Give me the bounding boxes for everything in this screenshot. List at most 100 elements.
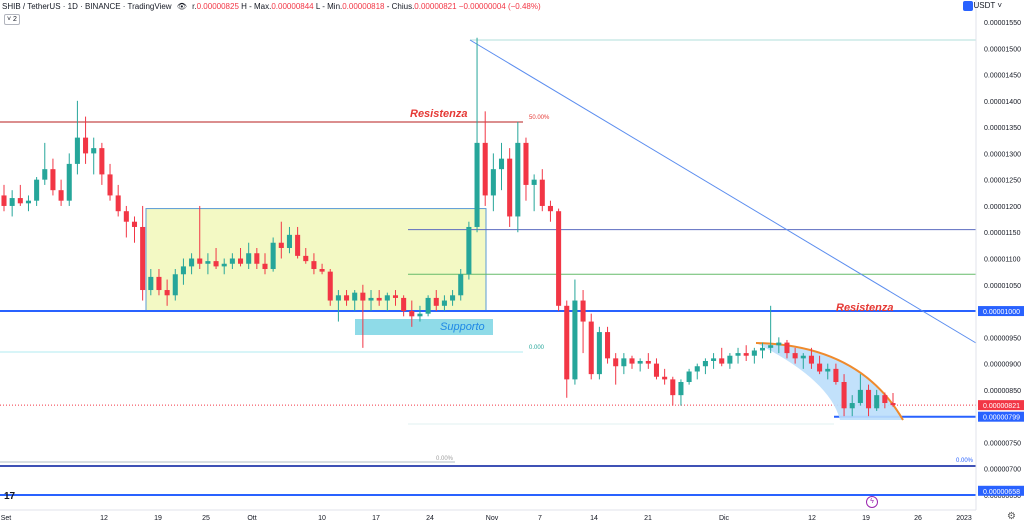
close-label: - Chius. (386, 2, 415, 11)
candle (327, 269, 333, 306)
price-marker (978, 411, 1024, 422)
candle (115, 184, 121, 217)
annotations-layer: Resistenza Resistenza Supporto 50.00% 0.00% 0… (410, 108, 974, 464)
price-tick-label: 0.00001550 (984, 20, 1021, 27)
candle (172, 269, 178, 301)
price-axis[interactable]: 0.00001550 0.00001500 0.00001450 0.00001400… (975, 0, 1024, 510)
candle-body (197, 258, 203, 264)
candle (653, 358, 660, 380)
currency-select[interactable]: USDT ˅ (973, 1, 1002, 10)
candle (882, 392, 888, 409)
candle-body (882, 395, 888, 404)
candle-body (115, 195, 121, 212)
candle (9, 190, 15, 217)
annotation-label: Resistenza (410, 108, 467, 120)
candle-body (246, 253, 252, 264)
candle-body (759, 347, 766, 351)
candle-body (213, 261, 219, 267)
candle (74, 100, 80, 175)
candle-body (9, 198, 15, 206)
candle-body (711, 358, 717, 361)
candle-body (768, 345, 774, 348)
candle-body (352, 292, 358, 301)
candle (564, 300, 570, 398)
candle (311, 253, 317, 275)
candle-body (425, 297, 431, 314)
candle (613, 353, 619, 385)
eye-icon[interactable]: 👁 (176, 2, 187, 11)
candle-body (743, 353, 749, 356)
candle-body (596, 332, 602, 375)
candle (164, 279, 170, 306)
candle-body (825, 368, 831, 372)
candle-body (229, 258, 235, 264)
candle (670, 376, 676, 406)
candle (237, 247, 244, 267)
candle (1, 184, 7, 212)
candle-body (735, 353, 741, 356)
price-tick-label: 0.00001500 (984, 46, 1021, 53)
time-axis[interactable]: Set 12 19 25 Ott 10 17 24 Nov 7 14 21 Dic 12 19 26 2023 (0, 509, 976, 522)
candle-body (180, 266, 186, 275)
currency-icon[interactable] (963, 1, 973, 11)
candle (547, 200, 553, 222)
time-tick-label: 24 (426, 515, 434, 522)
candle-body (808, 355, 814, 364)
candle-body (458, 274, 464, 296)
candle (425, 295, 431, 317)
candle (368, 290, 374, 312)
candle (335, 290, 341, 322)
open-label: r. (192, 2, 197, 11)
candle (523, 137, 529, 201)
candle (890, 393, 896, 407)
candle (474, 37, 480, 233)
candle (498, 142, 505, 191)
candle-body (474, 142, 480, 227)
curve-fill (756, 343, 903, 420)
candle-body (450, 295, 456, 301)
candle (246, 242, 252, 270)
candle (91, 137, 97, 175)
candle (743, 345, 749, 361)
candle-body (140, 226, 146, 291)
gear-icon[interactable]: ⚙ (1007, 511, 1016, 522)
candle (596, 326, 602, 380)
candle (833, 363, 839, 385)
price-tick-label: 0.00000650 (984, 493, 1021, 500)
price-tick-label: 0.00001300 (984, 151, 1021, 158)
price-tick-label: 0.00001150 (984, 230, 1021, 237)
candle (262, 253, 268, 275)
candle-body (189, 258, 195, 267)
candle-body (42, 169, 48, 180)
tradingview-logo-icon[interactable]: 17 (4, 491, 16, 502)
candle-body (311, 261, 317, 270)
candle-body (237, 258, 244, 264)
candle (719, 347, 725, 367)
candle-body (50, 169, 56, 191)
candle (58, 179, 64, 206)
indicators-toggle[interactable]: ˅ 2 (4, 14, 20, 25)
candle (156, 269, 162, 296)
annotation-label: Resistenza (836, 302, 893, 314)
price-tick-label: 0.00000950 (984, 335, 1021, 342)
candle (605, 326, 611, 364)
candle (131, 216, 138, 243)
candle-body (295, 234, 301, 256)
range-box (145, 208, 487, 312)
candle (792, 347, 798, 364)
annotation-label: 0.00% (436, 456, 454, 462)
candle (417, 305, 423, 322)
candle (221, 258, 227, 275)
candle-body (205, 261, 211, 264)
time-tick-label: Ott (247, 515, 256, 522)
annotation-label: 0.00% (956, 458, 974, 464)
annotation-label: 50.00% (529, 115, 550, 121)
candle-body (857, 389, 863, 404)
symbol-title[interactable]: SHIB / TetherUS · 1D · BINANCE · Trading… (2, 2, 172, 11)
candle (702, 358, 708, 375)
candle-body (25, 200, 31, 204)
flash-icon[interactable]: ϟ (866, 496, 878, 508)
candle (450, 290, 456, 306)
candle-body (131, 221, 138, 227)
